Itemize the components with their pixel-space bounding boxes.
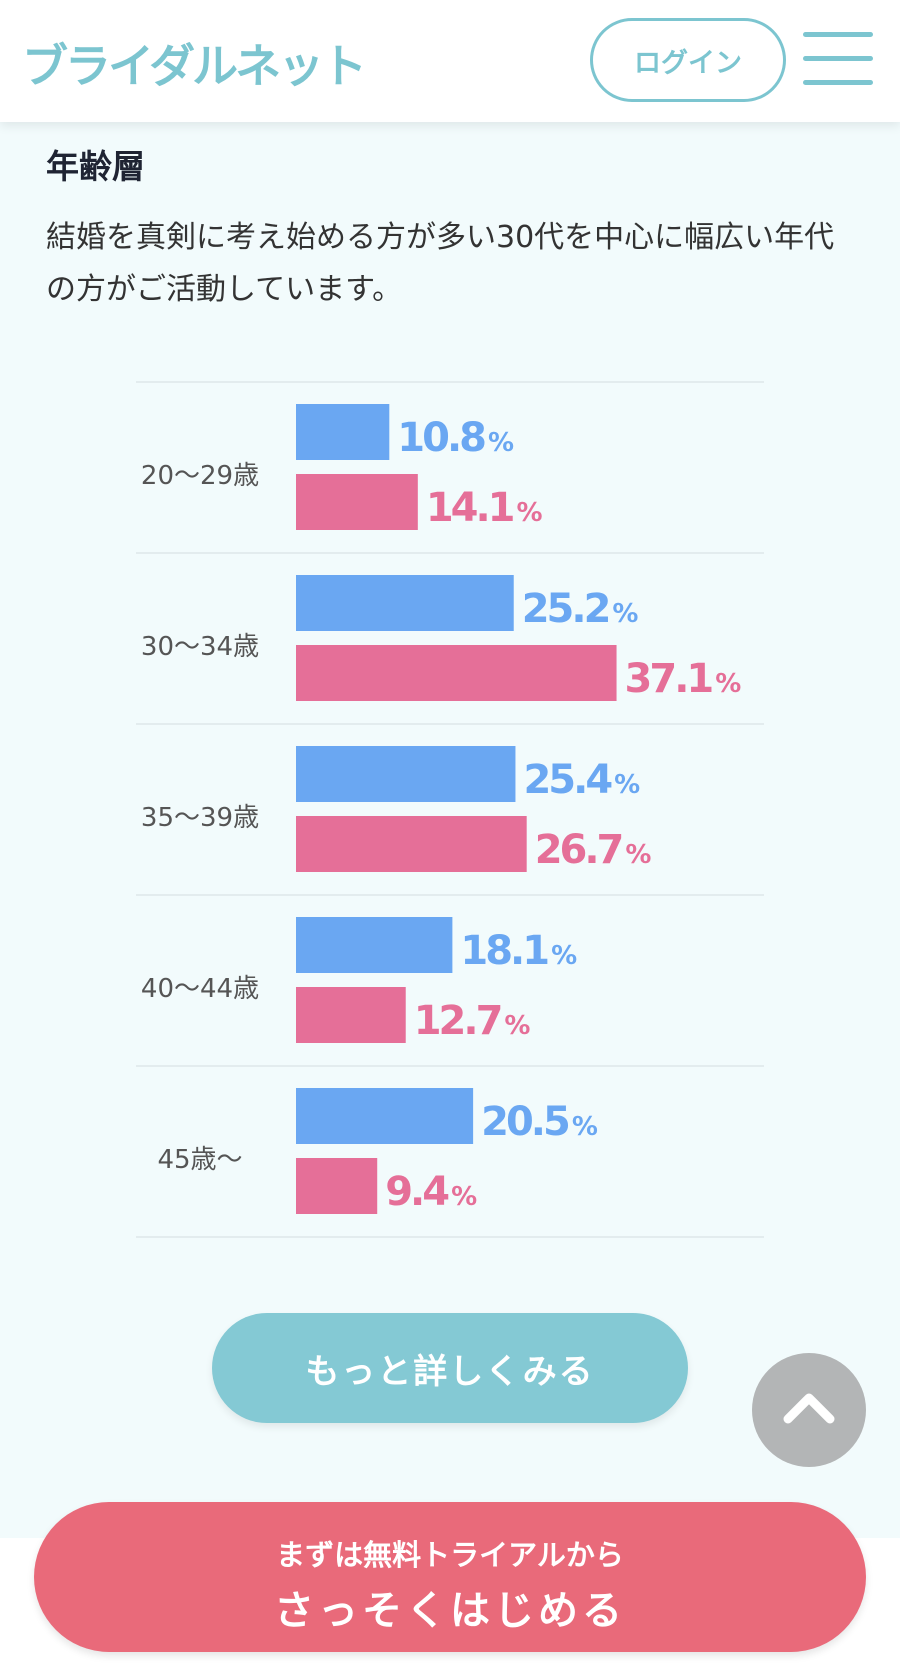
hamburger-menu-icon[interactable] — [803, 32, 873, 86]
value-label-female: 9.4% — [385, 1169, 477, 1215]
cta-subtitle: まずは無料トライアルから — [276, 1538, 624, 1572]
bar-male — [296, 404, 390, 460]
more-details-button[interactable]: もっと詳しくみる — [212, 1313, 688, 1423]
bar-male — [296, 746, 516, 802]
value-label-male: 25.2% — [522, 586, 639, 632]
bar-female — [296, 987, 406, 1043]
section-title: 年齢層 — [46, 147, 145, 186]
value-label-female: 37.1% — [625, 656, 742, 702]
start-trial-button[interactable]: まずは無料トライアルから さっそくはじめる — [34, 1502, 866, 1652]
value-label-male: 10.8% — [397, 415, 514, 461]
percent-unit: % — [488, 428, 514, 458]
age-group-label: 20～29歳 — [141, 461, 259, 491]
bar-male — [296, 1088, 474, 1144]
site-logo[interactable]: ブライダルネット — [22, 39, 367, 93]
menu-line — [803, 32, 873, 37]
bar-male — [296, 917, 453, 973]
cta-title: さっそくはじめる — [274, 1588, 626, 1634]
percent-unit: % — [625, 840, 651, 870]
value-label-female: 14.1% — [426, 485, 543, 531]
menu-line — [803, 80, 873, 85]
scroll-to-top-button[interactable] — [752, 1353, 866, 1467]
percent-unit: % — [551, 941, 577, 971]
menu-line — [803, 56, 873, 61]
percent-unit: % — [614, 770, 640, 800]
percent-unit: % — [715, 669, 741, 699]
percent-unit: % — [572, 1112, 598, 1142]
bar-male — [296, 575, 514, 631]
chevron-up-icon — [783, 1393, 835, 1424]
age-group-label: 35～39歳 — [141, 803, 259, 833]
percent-unit: % — [504, 1011, 530, 1041]
bar-female — [296, 1158, 378, 1214]
percent-unit: % — [517, 498, 543, 528]
bar-female — [296, 816, 527, 872]
value-label-female: 26.7% — [535, 827, 652, 873]
percent-unit: % — [451, 1182, 477, 1212]
value-label-male: 18.1% — [460, 928, 577, 974]
percent-unit: % — [612, 599, 638, 629]
site-header: ブライダルネット ログイン — [0, 0, 900, 122]
bar-female — [296, 474, 418, 530]
section-description: 結婚を真剣に考え始める方が多い30代を中心に幅広い年代の方がご活動しています。 — [46, 220, 835, 307]
age-group-label: 30～34歳 — [141, 632, 259, 662]
age-group-label: 45歳～ — [157, 1145, 242, 1175]
age-group-label: 40～44歳 — [141, 974, 259, 1004]
value-label-female: 12.7% — [414, 998, 531, 1044]
value-label-male: 20.5% — [481, 1099, 598, 1145]
bar-female — [296, 645, 617, 701]
value-label-male: 25.4% — [523, 757, 640, 803]
login-button[interactable]: ログイン — [590, 18, 786, 102]
